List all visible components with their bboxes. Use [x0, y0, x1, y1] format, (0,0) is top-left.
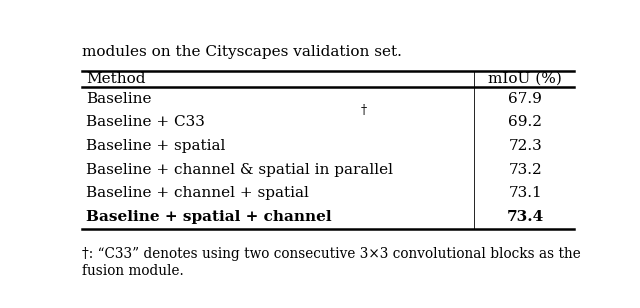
- Text: Method: Method: [86, 72, 145, 86]
- Text: 67.9: 67.9: [508, 91, 542, 106]
- Text: 73.1: 73.1: [508, 186, 542, 201]
- Text: Baseline + spatial + channel: Baseline + spatial + channel: [86, 210, 332, 224]
- Text: 73.2: 73.2: [508, 163, 542, 177]
- Text: fusion module.: fusion module.: [83, 264, 184, 278]
- Text: Baseline + channel & spatial in parallel: Baseline + channel & spatial in parallel: [86, 163, 393, 177]
- Text: 69.2: 69.2: [508, 115, 542, 129]
- Text: modules on the Cityscapes validation set.: modules on the Cityscapes validation set…: [83, 45, 403, 59]
- Text: Baseline + spatial: Baseline + spatial: [86, 139, 225, 153]
- Text: Baseline: Baseline: [86, 91, 152, 106]
- Text: Baseline + C33: Baseline + C33: [86, 115, 205, 129]
- Text: †: †: [361, 104, 367, 117]
- Text: †: “C33” denotes using two consecutive 3×3 convolutional blocks as the: †: “C33” denotes using two consecutive 3…: [83, 247, 581, 261]
- Text: mIoU (%): mIoU (%): [488, 72, 562, 86]
- Text: Baseline + channel + spatial: Baseline + channel + spatial: [86, 186, 309, 201]
- Text: 72.3: 72.3: [508, 139, 542, 153]
- Text: 73.4: 73.4: [506, 210, 544, 224]
